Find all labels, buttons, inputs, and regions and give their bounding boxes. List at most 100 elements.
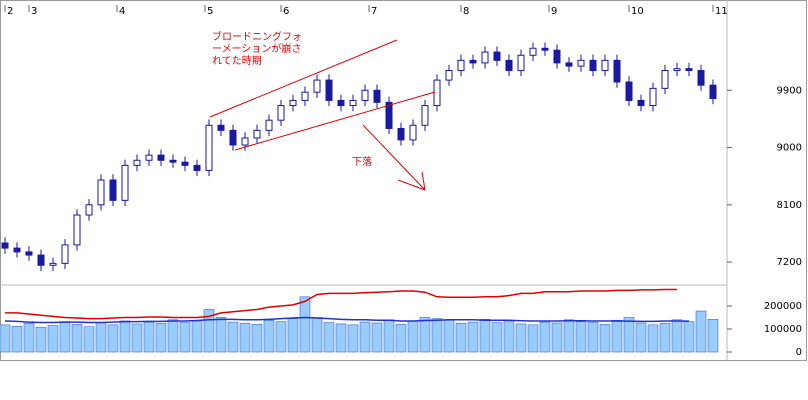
- x-tick-label: 11: [715, 6, 728, 17]
- x-tick-label: 3: [31, 6, 37, 17]
- trend-line: [209, 39, 398, 118]
- annotation-text: ーメーションが崩さ: [212, 42, 301, 55]
- x-tick-label: 7: [371, 6, 377, 17]
- volume-bar: [431, 318, 443, 353]
- candle-body: [553, 49, 561, 64]
- volume-bar: [47, 325, 59, 353]
- volume-line: [5, 288, 677, 320]
- volume-bar: [119, 320, 131, 353]
- x-tick-label: 2: [7, 6, 13, 17]
- x-tick-label: 4: [119, 6, 125, 17]
- candle-body: [313, 79, 321, 93]
- annotation-text: ブロードニングフォ: [212, 30, 302, 43]
- volume-bar: [407, 320, 419, 353]
- candle-body: [661, 70, 669, 89]
- volume-bar: [455, 322, 467, 353]
- candle-body: [13, 247, 21, 253]
- frame: [0, 0, 807, 361]
- candle-body: [601, 59, 609, 72]
- volume-bar: [107, 324, 119, 353]
- volume-bar: [23, 322, 35, 353]
- volume-bar: [131, 323, 143, 353]
- volume-bar: [695, 310, 707, 353]
- candle-body: [217, 124, 225, 131]
- volume-bar: [239, 322, 251, 353]
- volume-bar: [563, 319, 575, 353]
- candle-body: [697, 70, 705, 86]
- candle-body: [433, 79, 441, 107]
- candle-body: [253, 129, 261, 139]
- candle-body: [421, 105, 429, 126]
- candle-body: [565, 62, 573, 67]
- candle-body: [181, 161, 189, 166]
- volume-bar: [203, 309, 215, 353]
- volume-bar: [95, 322, 107, 353]
- volume-bar: [395, 324, 407, 353]
- volume-bar: [515, 323, 527, 353]
- volume-bar: [659, 322, 671, 353]
- candle-body: [109, 179, 117, 201]
- volume-bar: [551, 322, 563, 353]
- volume-bar: [383, 319, 395, 353]
- volume-bar: [251, 324, 263, 353]
- volume-bar: [299, 296, 311, 353]
- candle-body: [541, 47, 549, 51]
- x-tick-label: 5: [207, 6, 213, 17]
- candle-body: [1, 242, 9, 249]
- volume-bar: [587, 322, 599, 353]
- x-tick-label: 9: [551, 6, 557, 17]
- volume-bar: [191, 320, 203, 353]
- candle-body: [301, 91, 309, 101]
- y-tick-label: 100000: [764, 324, 802, 335]
- x-tick-label: 6: [283, 6, 289, 17]
- volume-bar: [215, 317, 227, 353]
- volume-bar: [287, 318, 299, 353]
- volume-bar: [143, 321, 155, 353]
- candle-body: [157, 154, 165, 161]
- candle-body: [325, 79, 333, 101]
- volume-bar: [467, 321, 479, 353]
- candle-body: [445, 70, 453, 81]
- volume-bar: [0, 324, 11, 353]
- candle-body: [229, 129, 237, 146]
- volume-bar: [419, 317, 431, 353]
- candle-body: [589, 59, 597, 72]
- candle-body: [205, 124, 213, 171]
- volume-bar: [11, 325, 23, 353]
- candle-body: [397, 127, 405, 141]
- volume-bar: [311, 317, 323, 353]
- volume-bar: [599, 324, 611, 353]
- volume-bar: [683, 321, 695, 353]
- volume-bar: [275, 321, 287, 353]
- volume-bar: [479, 319, 491, 353]
- y-tick-label: 9900: [777, 85, 802, 96]
- candle-body: [121, 164, 129, 201]
- arrow: [362, 124, 426, 191]
- volume-bar: [527, 324, 539, 353]
- volume-bar: [359, 321, 371, 353]
- candle-body: [277, 105, 285, 121]
- candle-body: [625, 81, 633, 101]
- candle-body: [493, 51, 501, 61]
- candle-body: [673, 68, 681, 72]
- volume-bar: [59, 321, 71, 353]
- candle-body: [133, 159, 141, 166]
- candle-body: [517, 54, 525, 72]
- x-tick-label: 8: [463, 6, 469, 17]
- volume-bar: [335, 323, 347, 353]
- volume-bar: [503, 320, 515, 353]
- candle-body: [637, 99, 645, 107]
- candle-body: [169, 159, 177, 163]
- candle-body: [385, 101, 393, 129]
- candle-body: [61, 244, 69, 264]
- x-tick-label: 10: [631, 6, 644, 17]
- candle-body: [457, 59, 465, 72]
- volume-bar: [575, 321, 587, 353]
- candle-body: [145, 154, 153, 161]
- volume-bar: [167, 319, 179, 353]
- candle-body: [337, 99, 345, 107]
- candle-body: [685, 68, 693, 72]
- candle-body: [349, 99, 357, 107]
- volume-bar: [671, 319, 683, 353]
- volume-bar: [707, 319, 719, 353]
